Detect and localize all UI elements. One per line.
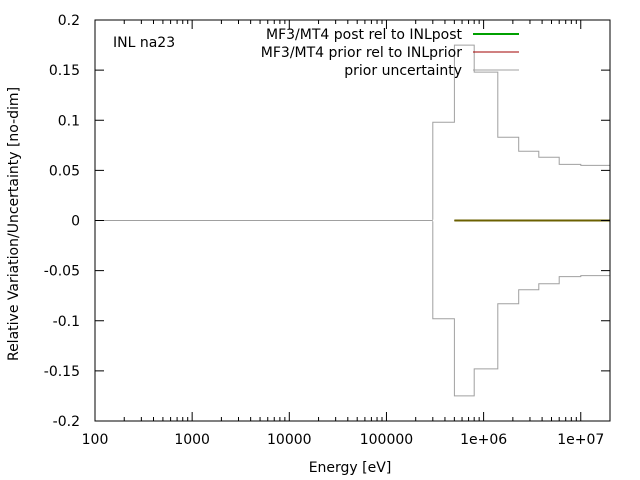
legend-label-0: MF3/MT4 post rel to INLpost (266, 27, 462, 43)
legend: MF3/MT4 post rel to INLpost MF3/MT4 prior… (261, 27, 519, 79)
y-tick-label: 0 (71, 214, 80, 230)
ticks-layer: 100 1000 10000 100000 1e+06 1e+07 0.2 0.15 0.1 0.… (44, 13, 611, 448)
x-tick-label: 1000 (174, 432, 210, 448)
y-tick-label: -0.1 (53, 314, 80, 330)
x-tick-label: 1e+06 (460, 432, 507, 448)
y-tick-label: 0.15 (49, 63, 80, 79)
x-tick-label: 10000 (267, 432, 312, 448)
y-axis-label: Relative Variation/Uncertainty [no-dim] (6, 87, 22, 361)
x-tick-label: 100 (82, 432, 109, 448)
legend-label-1: MF3/MT4 prior rel to INLprior (261, 45, 462, 61)
x-tick-label: 100000 (360, 432, 413, 448)
y-tick-label: 0.05 (49, 163, 80, 179)
series-line-2 (95, 44, 610, 221)
series-line-2-mirror (95, 220, 610, 397)
series-layer (95, 44, 610, 397)
y-tick-label: 0.1 (58, 113, 80, 129)
x-tick-label: 1e+07 (557, 432, 604, 448)
y-tick-label: -0.05 (44, 264, 80, 280)
y-tick-label: 0.2 (58, 13, 80, 29)
chart-annotation: INL na23 (113, 35, 175, 51)
y-tick-label: -0.2 (53, 414, 80, 430)
legend-label-2: prior uncertainty (344, 63, 462, 79)
y-tick-label: -0.15 (44, 364, 80, 380)
x-axis-label: Energy [eV] (309, 460, 392, 476)
